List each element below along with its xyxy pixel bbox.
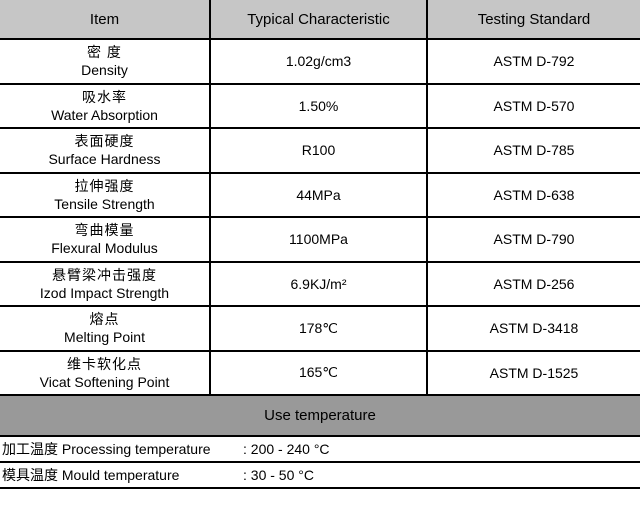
table-row-flexural-modulus: 弯曲模量 Flexural Modulus 1100MPa ASTM D-790 xyxy=(0,216,640,263)
item-cell: 表面硬度 Surface Hardness xyxy=(0,127,211,174)
table-row-water-absorption: 吸水率 Water Absorption 1.50% ASTM D-570 xyxy=(0,82,640,129)
item-name-en: Surface Hardness xyxy=(48,151,161,168)
column-header-testing-standard: Testing Standard xyxy=(426,0,640,40)
standard-cell: ASTM D-785 xyxy=(426,127,640,174)
table-row-melting-point: 熔点 Melting Point 178℃ ASTM D-3418 xyxy=(0,305,640,352)
item-name-zh: 密 度 xyxy=(87,44,122,61)
item-cell: 弯曲模量 Flexural Modulus xyxy=(0,216,211,263)
processing-temperature-value: : 200 - 240 °C xyxy=(243,441,330,457)
value-cell: 1.50% xyxy=(209,82,428,129)
value-cell: 178℃ xyxy=(209,305,428,352)
standard-cell: ASTM D-792 xyxy=(426,38,640,85)
processing-temperature-label: 加工温度 Processing temperature xyxy=(2,441,211,457)
item-cell: 吸水率 Water Absorption xyxy=(0,82,211,129)
standard-cell: ASTM D-638 xyxy=(426,171,640,218)
item-name-en: Melting Point xyxy=(64,329,145,346)
column-header-typical-characteristic: Typical Characteristic xyxy=(209,0,428,40)
column-header-item: Item xyxy=(0,0,211,40)
item-name-zh: 悬臂梁冲击强度 xyxy=(52,266,157,283)
item-name-zh: 弯曲模量 xyxy=(74,222,135,239)
value-cell: 165℃ xyxy=(209,349,428,396)
table-header: Item Typical Characteristic Testing Stan… xyxy=(0,0,640,40)
table-row-tensile-strength: 拉伸强度 Tensile Strength 44MPa ASTM D-638 xyxy=(0,171,640,218)
standard-cell: ASTM D-3418 xyxy=(426,305,640,352)
item-name-en: Water Absorption xyxy=(51,106,158,123)
value-cell: 1100MPa xyxy=(209,216,428,263)
standard-cell: ASTM D-256 xyxy=(426,260,640,307)
item-name-zh: 维卡软化点 xyxy=(67,355,142,372)
use-temperature-title: Use temperature xyxy=(0,394,640,437)
item-name-en: Vicat Softening Point xyxy=(39,373,170,390)
standard-cell: ASTM D-790 xyxy=(426,216,640,263)
item-name-en: Tensile Strength xyxy=(54,195,155,212)
mould-temperature-label: 模具温度 Mould temperature xyxy=(2,467,180,483)
item-name-en: Flexural Modulus xyxy=(51,240,158,257)
table-row-izod-impact-strength: 悬臂梁冲击强度 Izod Impact Strength 6.9KJ/m² AS… xyxy=(0,260,640,307)
item-name-en: Density xyxy=(81,62,128,79)
table-row-surface-hardness: 表面硬度 Surface Hardness R100 ASTM D-785 xyxy=(0,127,640,174)
processing-temperature-row: 加工温度 Processing temperature : 200 - 240 °… xyxy=(0,436,640,463)
item-name-en: Izod Impact Strength xyxy=(39,284,170,301)
value-cell: R100 xyxy=(209,127,428,174)
item-name-zh: 熔点 xyxy=(89,311,120,328)
mould-temperature-row: 模具温度 Mould temperature : 30 - 50 °C xyxy=(0,462,640,489)
item-name-zh: 吸水率 xyxy=(82,88,127,105)
value-cell: 6.9KJ/m² xyxy=(209,260,428,307)
item-name-zh: 表面硬度 xyxy=(74,133,135,150)
header-row: Item Typical Characteristic Testing Stan… xyxy=(0,0,640,40)
item-name-zh: 拉伸强度 xyxy=(74,177,135,194)
standard-cell: ASTM D-570 xyxy=(426,82,640,129)
value-cell: 1.02g/cm3 xyxy=(209,38,428,85)
material-spec-table: Item Typical Characteristic Testing Stan… xyxy=(0,0,640,489)
item-cell: 维卡软化点 Vicat Softening Point xyxy=(0,349,211,396)
use-temperature-band: Use temperature xyxy=(0,394,640,437)
item-cell: 拉伸强度 Tensile Strength xyxy=(0,171,211,218)
value-cell: 44MPa xyxy=(209,171,428,218)
table-row-vicat-softening-point: 维卡软化点 Vicat Softening Point 165℃ ASTM D-… xyxy=(0,349,640,396)
mould-temperature-value: : 30 - 50 °C xyxy=(243,467,314,483)
item-cell: 密 度 Density xyxy=(0,38,211,85)
table-row-density: 密 度 Density 1.02g/cm3 ASTM D-792 xyxy=(0,38,640,85)
standard-cell: ASTM D-1525 xyxy=(426,349,640,396)
item-cell: 悬臂梁冲击强度 Izod Impact Strength xyxy=(0,260,211,307)
item-cell: 熔点 Melting Point xyxy=(0,305,211,352)
